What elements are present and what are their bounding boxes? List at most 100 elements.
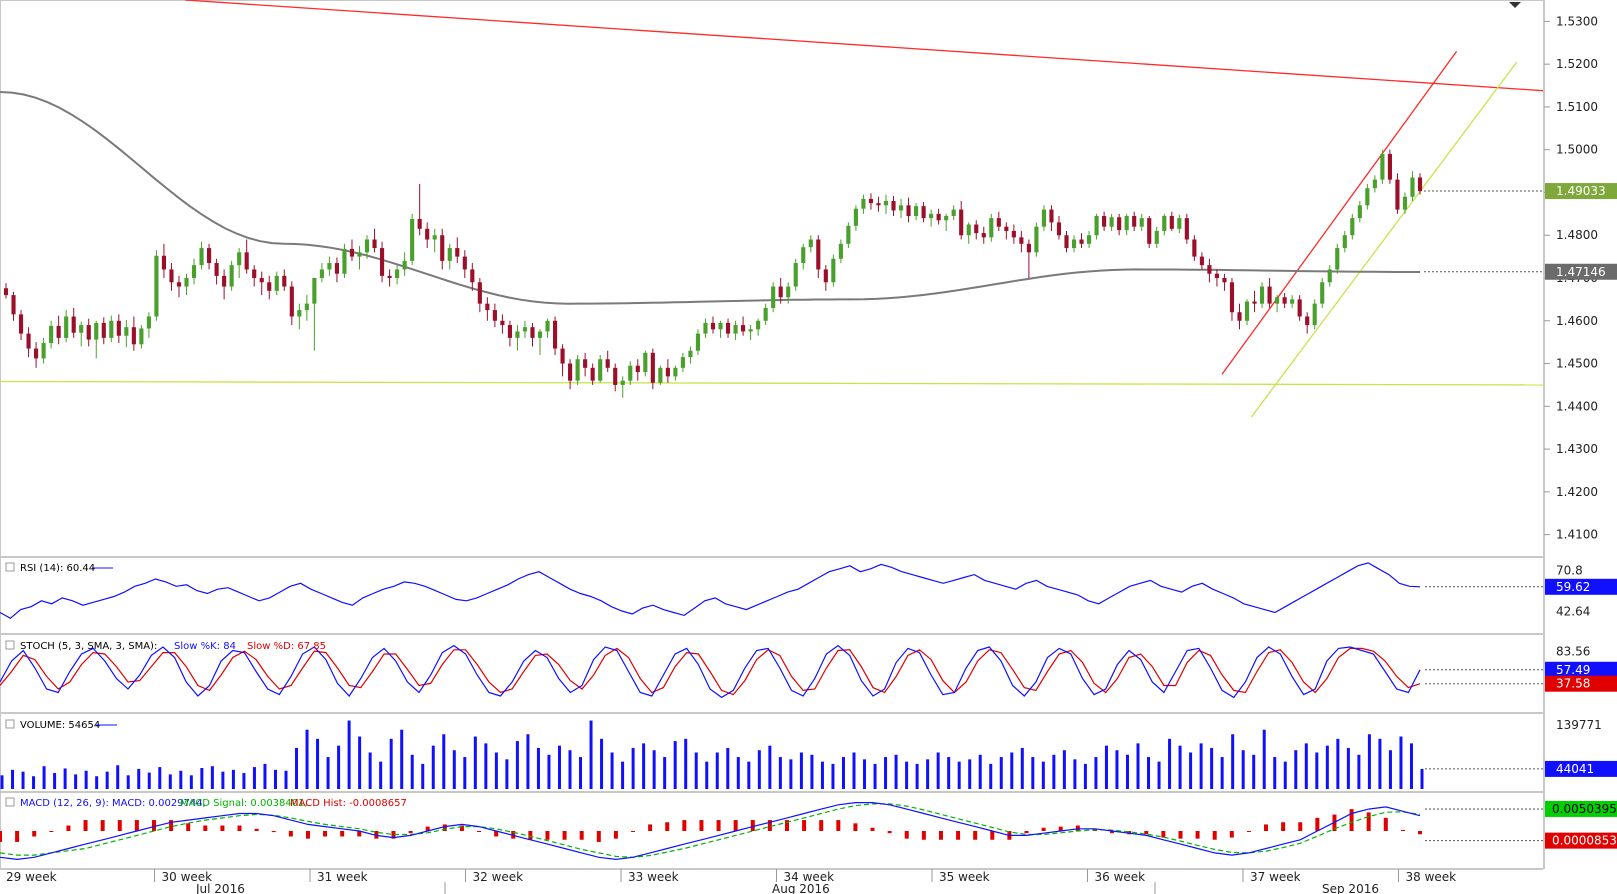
- volume-bar: [284, 770, 288, 789]
- volume-bar: [768, 745, 772, 789]
- volume-bar: [84, 770, 88, 789]
- macd-hist-bar: [870, 827, 875, 831]
- chevron-down-icon[interactable]: [1509, 2, 1521, 8]
- volume-bar: [1094, 757, 1098, 789]
- candle-body: [1064, 235, 1069, 249]
- volume-bar: [894, 754, 898, 789]
- macd-hist-bar: [1144, 831, 1149, 835]
- volume-bar: [947, 757, 951, 789]
- volume-bar: [915, 763, 919, 789]
- candle-body: [124, 327, 129, 336]
- candle-body: [267, 282, 272, 291]
- candle-body: [868, 198, 874, 204]
- long-term-resistance-line: [185, 0, 1544, 92]
- candle-body: [725, 322, 731, 334]
- last-price-tag: [1545, 183, 1617, 200]
- macd-hist-bar: [1281, 822, 1286, 831]
- volume-bar: [1062, 750, 1066, 789]
- volume-bar: [673, 741, 677, 789]
- stoch-legend-text: STOCH (5, 3, SMA, 3, SMA):: [20, 641, 157, 652]
- volume-bar: [505, 759, 509, 789]
- volume-value-tag: [1545, 760, 1617, 777]
- macd-hist-bar: [956, 831, 961, 840]
- candle-body: [1154, 230, 1159, 244]
- candle-body: [1395, 179, 1400, 210]
- candle-body: [199, 248, 204, 266]
- volume-bar: [1346, 747, 1350, 789]
- candle-body: [500, 320, 505, 326]
- macd-hist-bar: [836, 820, 841, 831]
- macd-hist-bar: [15, 831, 20, 842]
- price-tick-label: 1.4800: [1556, 228, 1598, 242]
- candle-body: [620, 380, 625, 385]
- week-label: 36 week: [1095, 870, 1146, 884]
- volume-bar: [484, 743, 488, 789]
- macd-hist-bar: [254, 828, 259, 831]
- macd-hist-bar: [750, 820, 755, 831]
- candle-body: [447, 248, 452, 261]
- candle-body: [1177, 218, 1182, 229]
- volume-bar: [799, 752, 803, 789]
- volume-bar: [252, 767, 256, 789]
- volume-bar: [684, 738, 688, 789]
- candle-body: [1117, 217, 1122, 231]
- candle-body: [650, 352, 655, 383]
- macd-hist-bar: [442, 824, 447, 831]
- macd-hist-bar: [323, 831, 328, 837]
- candle-body: [1237, 312, 1242, 321]
- candle-body: [34, 348, 39, 359]
- candle-body: [876, 203, 881, 206]
- candle-body: [101, 322, 106, 338]
- volume-bar: [1052, 754, 1056, 789]
- macd-hist-bar: [528, 831, 533, 840]
- candle-body: [898, 205, 904, 211]
- macd-hist-bar: [100, 820, 105, 831]
- volume-bar: [778, 757, 782, 789]
- week-label: 34 week: [784, 870, 835, 884]
- candle-body: [1192, 239, 1197, 257]
- candle-body: [1004, 226, 1009, 231]
- volume-bar: [1409, 743, 1413, 789]
- volume-bar: [884, 757, 888, 789]
- volume-bar: [473, 736, 477, 789]
- candle-body: [793, 263, 798, 287]
- macd-hist-bar: [186, 823, 191, 831]
- volume-bar: [705, 761, 709, 789]
- candle-body: [1259, 286, 1265, 304]
- volume-bar: [1294, 750, 1298, 789]
- macd-hist-legend: MACD Hist: -0.0008657: [290, 798, 407, 809]
- macd-hist-bar: [66, 825, 71, 831]
- volume-bar: [1125, 754, 1129, 789]
- volume-legend-text: VOLUME: 54654: [20, 720, 100, 731]
- macd-hist-tag: [1545, 832, 1617, 849]
- candle-body: [11, 295, 16, 315]
- candle-body: [3, 288, 9, 296]
- candle-body: [944, 215, 949, 221]
- candle-body: [1357, 205, 1362, 219]
- macd-legend: MACD (12, 26, 9): MACD: 0.0029744, MACD …: [5, 797, 407, 809]
- volume-bar: [557, 745, 561, 789]
- macd-hist-bar: [819, 820, 824, 831]
- macd-signal-legend: MACD Signal: 0.0038401,: [180, 798, 308, 809]
- candle-body: [387, 275, 392, 278]
- candle-body: [1327, 269, 1332, 283]
- volume-bar: [1010, 752, 1014, 789]
- macd-hist-bar: [596, 831, 601, 842]
- candle-body: [259, 278, 264, 283]
- week-label: 30 week: [162, 870, 213, 884]
- volume-bar: [747, 761, 751, 789]
- volume-bar: [368, 752, 372, 789]
- last-price-value: 1.49033: [1556, 184, 1606, 198]
- rsi-panel: 70.8 42.64 59.62: [0, 562, 1617, 620]
- volume-bar: [757, 750, 761, 789]
- candle-body: [1041, 209, 1047, 227]
- volume-bar: [841, 757, 845, 789]
- rsi-line: [0, 562, 1421, 620]
- volume-bar: [400, 729, 404, 789]
- price-tick-label: 1.4500: [1556, 357, 1598, 371]
- candle-body: [229, 265, 234, 287]
- candle-body: [951, 209, 956, 216]
- volume-bar: [642, 743, 646, 789]
- macd-hist-bar: [1024, 831, 1029, 834]
